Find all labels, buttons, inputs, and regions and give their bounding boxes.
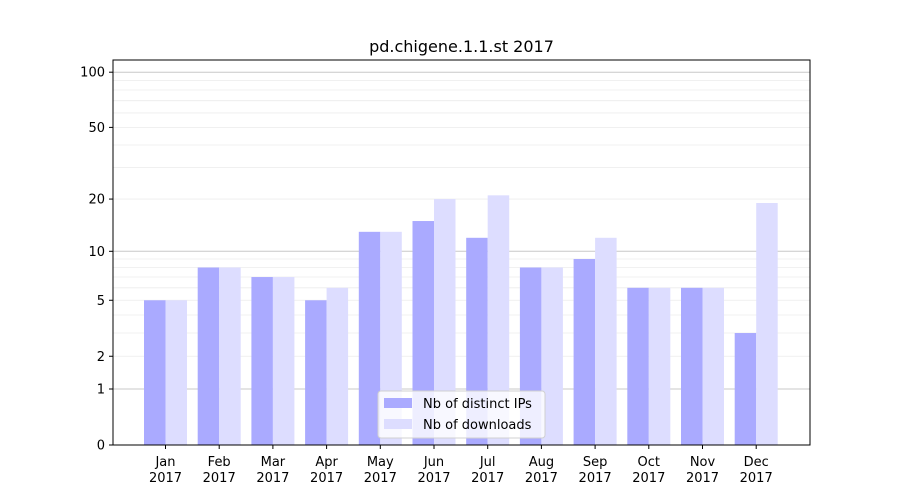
x-tick-label: May 2017 xyxy=(364,455,397,486)
bar-downloads xyxy=(487,195,510,445)
x-tick-label: Nov 2017 xyxy=(686,455,719,486)
y-tick-label: 10 xyxy=(88,245,105,260)
y-tick-label: 1 xyxy=(97,383,105,398)
legend-swatch xyxy=(384,419,412,429)
legend-label: Nb of distinct IPs xyxy=(423,397,532,412)
bar-downloads xyxy=(326,287,349,445)
legend-swatch xyxy=(384,398,412,408)
bar-ips xyxy=(573,259,596,445)
bar-ips xyxy=(358,231,381,445)
y-tick-label: 50 xyxy=(88,121,105,136)
x-tick-label: Jan 2017 xyxy=(149,455,182,486)
bar-downloads xyxy=(165,300,187,445)
y-tick-label: 0 xyxy=(97,439,105,454)
x-tick-label: Mar 2017 xyxy=(256,455,289,486)
bar-ips xyxy=(144,300,166,445)
x-tick-label: Jun 2017 xyxy=(417,455,450,486)
bar-downloads xyxy=(648,287,671,445)
bar-ips xyxy=(305,300,327,445)
bar-downloads xyxy=(756,203,778,445)
y-tick-label: 2 xyxy=(97,350,105,365)
bar-downloads xyxy=(219,267,241,445)
x-tick-label: Aug 2017 xyxy=(525,455,558,486)
bar-ips xyxy=(681,287,703,445)
y-tick-label: 5 xyxy=(97,294,105,309)
bar-downloads xyxy=(434,199,456,445)
bar-ips xyxy=(197,267,220,445)
x-tick-label: Sep 2017 xyxy=(579,455,612,486)
bar-ips xyxy=(251,277,273,445)
y-tick-label: 20 xyxy=(88,193,105,208)
x-tick-label: Jul 2017 xyxy=(471,455,504,486)
bar-downloads xyxy=(272,277,295,445)
x-tick-label: Feb 2017 xyxy=(203,455,236,486)
bar-downloads xyxy=(702,287,724,445)
y-tick-label: 100 xyxy=(80,66,105,81)
chart-title: pd.chigene.1.1.st 2017 xyxy=(369,37,554,56)
bar-downloads xyxy=(595,237,617,445)
x-tick-label: Oct 2017 xyxy=(632,455,665,486)
x-tick-label: Apr 2017 xyxy=(310,455,343,486)
bar-ips xyxy=(734,333,757,445)
bar-downloads xyxy=(541,267,563,445)
legend-label: Nb of downloads xyxy=(423,418,532,433)
plot-frame xyxy=(112,59,811,446)
x-tick-label: Dec 2017 xyxy=(740,455,773,486)
legend: Nb of distinct IPs Nb of downloads xyxy=(377,390,546,439)
bar-ips xyxy=(627,287,649,445)
bar-ips xyxy=(412,221,434,445)
